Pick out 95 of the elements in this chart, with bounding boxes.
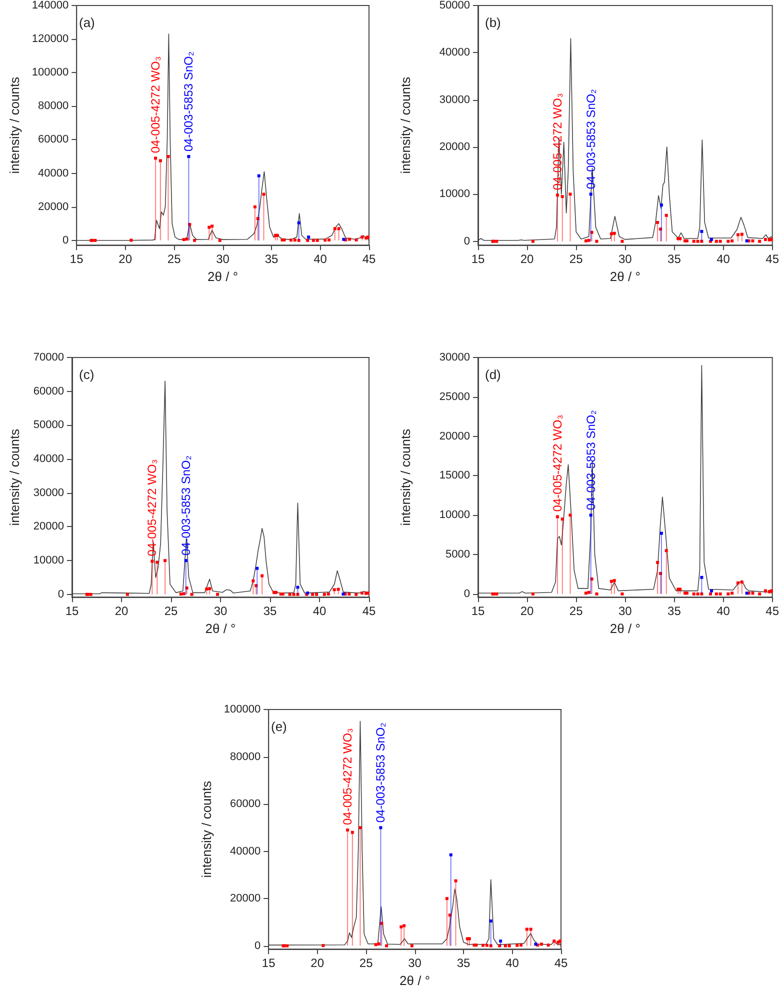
text: (e) <box>271 719 287 734</box>
x-tick-label: 20 <box>118 252 132 266</box>
x-axis-title: 2θ / ° <box>205 621 236 636</box>
text: 04-005-4272 WO₃ <box>550 414 564 512</box>
x-tick-label: 40 <box>506 956 520 970</box>
x-tick-label: 40 <box>716 252 730 266</box>
text: 04-003-5853 SnO₂ <box>178 455 193 556</box>
x-tick-label: 30 <box>214 604 228 618</box>
y-tick-label: 70000 <box>33 352 64 364</box>
y-tick-label: 20000 <box>439 430 470 442</box>
y-tick-label: 60000 <box>38 134 69 146</box>
x-tick-label: 30 <box>408 956 422 970</box>
y-tick-label: 5000 <box>446 548 470 561</box>
x-tick-label: 20 <box>310 956 324 970</box>
text: 04-003-5853 SnO₂ <box>182 51 196 152</box>
x-tick-label: 20 <box>520 252 534 266</box>
x-tick-label: 25 <box>359 956 374 970</box>
text: 04-005-4272 WO₃ <box>550 93 564 190</box>
y-tick-label: 20000 <box>439 140 470 153</box>
text: (a) <box>79 15 95 30</box>
x-tick-label: 40 <box>716 604 730 618</box>
y-axis-title: intensity / counts <box>7 428 22 526</box>
x-tick-label: 40 <box>314 252 328 266</box>
y-tick-label: 20000 <box>38 200 69 213</box>
text: 04-005-4272 WO₃ <box>340 728 355 826</box>
text: 04-003-5853 SnO₂ <box>584 88 598 190</box>
x-tick-label: 35 <box>456 956 471 970</box>
x-axis-title: 2θ / ° <box>610 621 640 636</box>
y-tick-label: 25000 <box>439 390 470 403</box>
y-tick-label: 0 <box>62 234 69 246</box>
text: 04-005-4272 WO₃ <box>145 459 160 556</box>
x-tick-label: 35 <box>264 252 279 266</box>
y-tick-label: 40000 <box>230 845 261 858</box>
x-tick-label: 30 <box>618 252 632 266</box>
x-tick-label: 35 <box>668 604 682 618</box>
y-tick-label: 50000 <box>33 419 64 432</box>
y-tick-label: 140000 <box>32 0 69 12</box>
x-tick-label: 30 <box>618 604 632 618</box>
x-tick-label: 45 <box>554 956 568 970</box>
y-tick-label: 10000 <box>33 554 64 567</box>
y-tick-label: 100000 <box>32 66 69 79</box>
y-tick-label: 40000 <box>38 167 69 180</box>
x-tick-label: 45 <box>766 604 780 618</box>
y-tick-label: 80000 <box>38 100 69 112</box>
x-tick-label: 25 <box>164 604 178 618</box>
y-tick-label: 60000 <box>230 798 261 810</box>
x-tick-label: 25 <box>569 252 584 266</box>
y-tick-label: 50000 <box>439 0 470 12</box>
text: (d) <box>485 367 501 382</box>
x-tick-label: 15 <box>262 956 276 970</box>
x-tick-label: 15 <box>471 604 485 618</box>
x-tick-label: 15 <box>65 604 79 618</box>
y-tick-label: 20000 <box>230 892 261 905</box>
x-tick-label: 45 <box>766 252 780 266</box>
x-tick-label: 20 <box>520 604 534 618</box>
y-tick-label: 60000 <box>33 385 64 398</box>
y-tick-label: 30000 <box>33 486 64 499</box>
y-tick-label: 120000 <box>32 33 69 46</box>
x-tick-label: 35 <box>263 604 277 618</box>
y-tick-label: 40000 <box>33 453 64 466</box>
y-tick-label: 0 <box>464 588 470 600</box>
y-axis-title: intensity / counts <box>398 428 413 526</box>
text: (b) <box>485 15 501 30</box>
text: (c) <box>79 367 94 382</box>
y-tick-label: 20000 <box>33 520 64 533</box>
text: 04-003-5853 SnO₂ <box>584 410 598 510</box>
y-tick-label: 10000 <box>439 188 470 200</box>
x-tick-label: 40 <box>312 604 326 618</box>
y-tick-label: 0 <box>58 588 64 600</box>
y-tick-label: 15000 <box>439 470 470 482</box>
y-tick-label: 0 <box>464 235 470 248</box>
x-tick-label: 35 <box>668 252 682 266</box>
x-tick-label: 25 <box>569 604 584 618</box>
y-tick-label: 80000 <box>230 750 261 763</box>
x-axis-title: 2θ / ° <box>208 269 238 284</box>
y-tick-label: 0 <box>254 940 261 952</box>
y-tick-label: 100000 <box>224 704 261 716</box>
x-tick-label: 30 <box>216 252 230 266</box>
x-axis-title: 2θ / ° <box>400 973 430 988</box>
text: 04-003-5853 SnO₂ <box>374 722 388 823</box>
y-axis-title: intensity / counts <box>199 780 214 878</box>
y-tick-label: 30000 <box>439 352 470 364</box>
x-tick-label: 25 <box>167 252 182 266</box>
x-tick-label: 15 <box>471 252 485 266</box>
x-tick-label: 20 <box>114 604 128 618</box>
x-tick-label: 45 <box>362 604 376 618</box>
y-tick-label: 30000 <box>439 94 470 106</box>
y-axis-title: intensity / counts <box>7 76 22 174</box>
y-tick-label: 10000 <box>439 509 470 522</box>
y-axis-title: intensity / counts <box>398 76 413 174</box>
text: 04-005-4272 WO₃ <box>148 56 163 154</box>
x-tick-label: 15 <box>70 252 84 266</box>
x-tick-label: 45 <box>362 252 376 266</box>
x-axis-title: 2θ / ° <box>610 269 640 284</box>
y-tick-label: 40000 <box>439 46 470 59</box>
